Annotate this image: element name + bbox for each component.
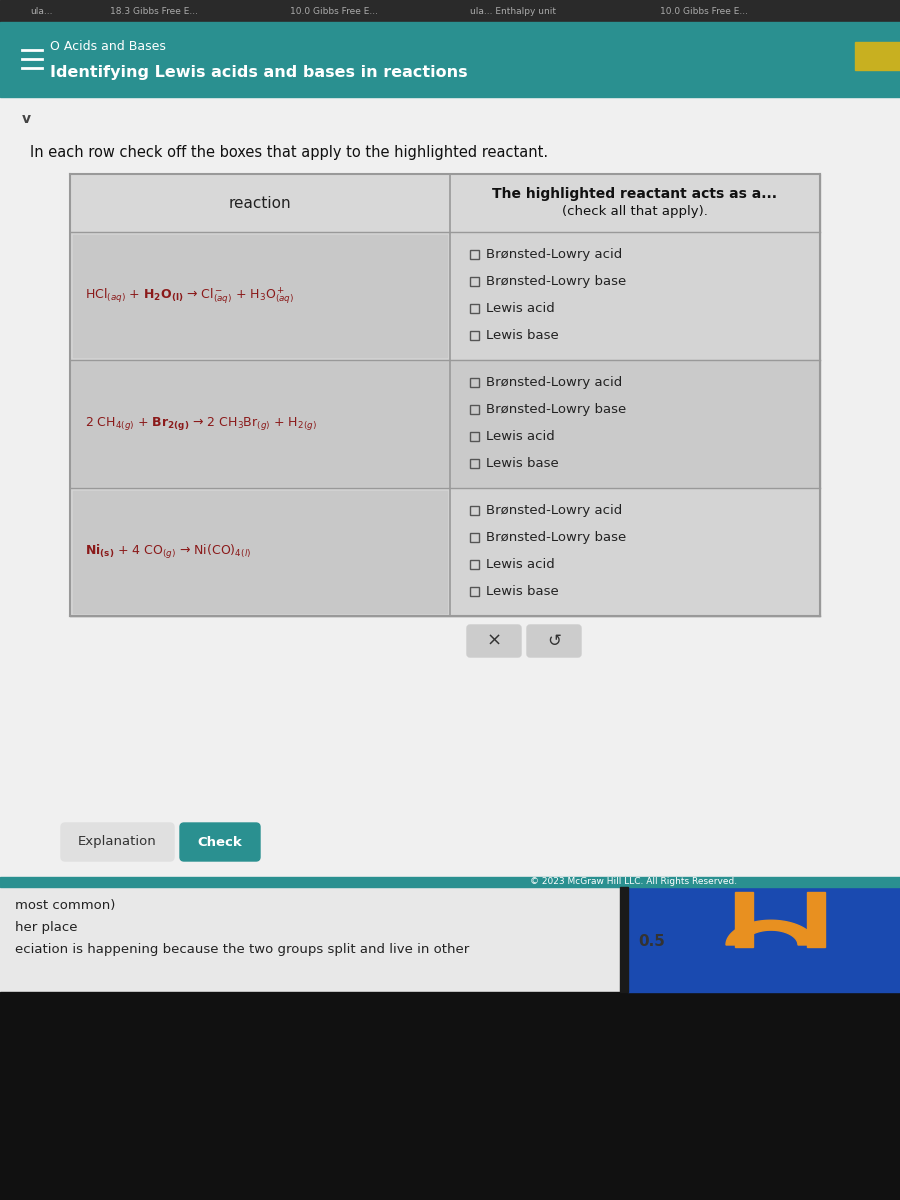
Text: v: v [22,112,31,126]
Text: ula...: ula... [30,6,52,16]
Text: HCl$_{(aq)}$ + $\mathbf{H_2O_{(l)}}$ → Cl$^-_{(aq)}$ + H$_3$O$^+_{(aq)}$: HCl$_{(aq)}$ + $\mathbf{H_2O_{(l)}}$ → C… [85,286,294,306]
Text: Explanation: Explanation [78,835,157,848]
Bar [470,331,479,340]
Bar [70,174,820,232]
Bar [470,432,479,440]
Bar [735,892,753,947]
Bar [0,887,900,992]
Bar [73,235,447,358]
Text: most common): most common) [15,899,115,912]
Text: In each row check off the boxes that apply to the highlighted reactant.: In each row check off the boxes that app… [30,144,548,160]
Text: 10.0 Gibbs Free E...: 10.0 Gibbs Free E... [660,6,748,16]
Text: 2 CH$_{4(g)}$ + $\mathbf{Br_{2(g)}}$ → 2 CH$_3$Br$_{(g)}$ + H$_2$$_{(g)}$: 2 CH$_{4(g)}$ + $\mathbf{Br_{2(g)}}$ → 2… [85,415,317,432]
Text: $\mathbf{Ni_{(s)}}$ + 4 CO$_{(g)}$ → Ni(CO)$_4$$_{(l)}$: $\mathbf{Ni_{(s)}}$ + 4 CO$_{(g)}$ → Ni(… [85,542,251,560]
Text: Brønsted-Lowry base: Brønsted-Lowry base [486,275,626,288]
Bar [470,378,479,386]
Polygon shape [726,920,816,946]
Bar [470,277,479,286]
FancyBboxPatch shape [527,625,581,658]
Bar [628,887,900,992]
Bar [620,887,628,992]
Text: her place: her place [15,920,77,934]
Text: eciation is happening because the two groups split and live in other: eciation is happening because the two gr… [15,942,469,955]
Text: Lewis base: Lewis base [486,457,559,470]
Bar [470,404,479,414]
Text: Brønsted-Lowry acid: Brønsted-Lowry acid [486,504,622,517]
Bar [0,0,900,22]
Text: Check: Check [198,835,242,848]
Bar [0,97,900,877]
Text: Brønsted-Lowry acid: Brønsted-Lowry acid [486,248,622,260]
Text: ×: × [486,632,501,650]
FancyBboxPatch shape [180,823,260,862]
Bar [70,360,820,488]
Bar [855,42,900,70]
Bar [0,22,900,97]
Bar [70,174,820,616]
Text: Brønsted-Lowry base: Brønsted-Lowry base [486,403,626,416]
Bar [70,488,820,616]
Text: Brønsted-Lowry base: Brønsted-Lowry base [486,530,626,544]
Bar [470,458,479,468]
Text: Lewis base: Lewis base [486,584,559,598]
Bar [807,892,825,947]
Text: Identifying Lewis acids and bases in reactions: Identifying Lewis acids and bases in rea… [50,65,468,79]
Text: Lewis acid: Lewis acid [486,302,554,314]
Text: 10.0 Gibbs Free E...: 10.0 Gibbs Free E... [290,6,378,16]
Text: Lewis base: Lewis base [486,329,559,342]
Text: The highlighted reactant acts as a...: The highlighted reactant acts as a... [492,187,778,200]
Text: reaction: reaction [229,196,292,210]
Bar [70,232,820,360]
Bar [470,250,479,259]
FancyBboxPatch shape [467,625,521,658]
Text: Lewis acid: Lewis acid [486,430,554,443]
Text: 18.3 Gibbs Free E...: 18.3 Gibbs Free E... [110,6,198,16]
Bar [470,560,479,569]
Text: ↺: ↺ [547,632,561,650]
Bar [73,491,447,613]
Text: Lewis acid: Lewis acid [486,558,554,571]
Text: 0.5: 0.5 [638,935,665,949]
Text: © 2023 McGraw Hill LLC. All Rights Reserved.: © 2023 McGraw Hill LLC. All Rights Reser… [530,877,737,887]
Bar [470,533,479,542]
Text: (check all that apply).: (check all that apply). [562,205,708,218]
FancyBboxPatch shape [61,823,174,862]
Bar [470,506,479,515]
Bar [470,587,479,596]
Text: Brønsted-Lowry acid: Brønsted-Lowry acid [486,376,622,389]
Bar [470,304,479,313]
Text: ula... Enthalpy unit: ula... Enthalpy unit [470,6,556,16]
Text: O Acids and Bases: O Acids and Bases [50,40,166,53]
Bar [0,992,900,1200]
Bar [0,877,900,887]
Bar [73,362,447,485]
